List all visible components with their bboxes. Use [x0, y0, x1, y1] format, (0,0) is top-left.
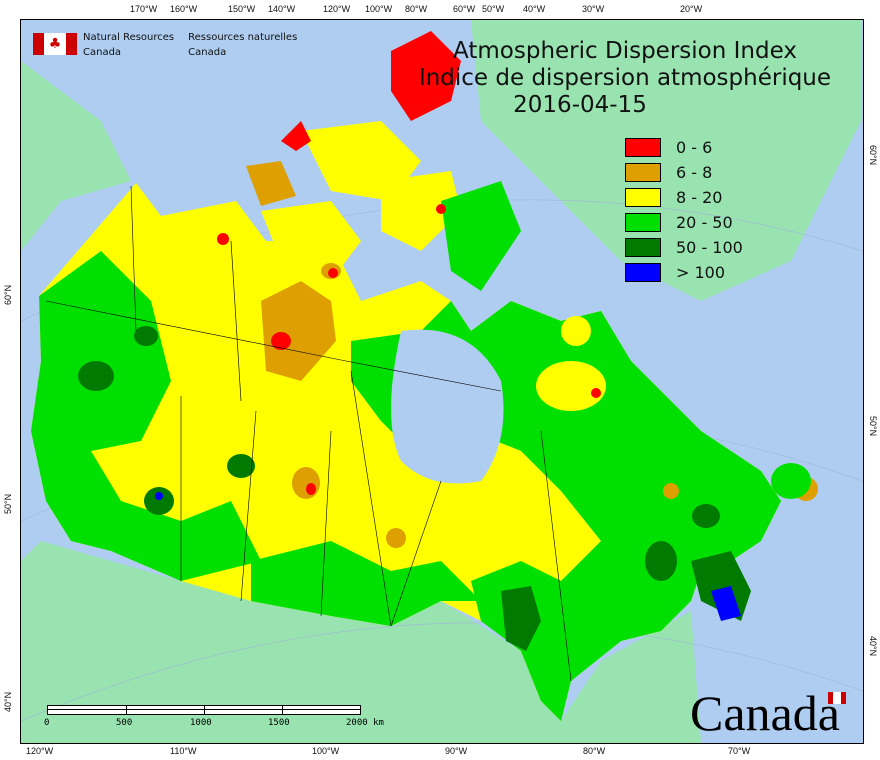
- lat-label: 60°N: [868, 145, 878, 166]
- map-frame: [20, 19, 864, 744]
- map-canvas: [21, 20, 863, 743]
- legend-swatch: [625, 263, 661, 282]
- map-title: Atmospheric Dispersion Index Indice de d…: [400, 38, 850, 119]
- province-borders: [45, 185, 572, 682]
- title-fr: Indice de dispersion atmosphérique: [418, 65, 832, 91]
- agency-en: Natural Resources: [83, 32, 175, 43]
- lat-label: 40°N: [868, 636, 878, 657]
- legend-label: 0 - 6: [676, 138, 713, 157]
- legend-label: 50 - 100: [676, 238, 743, 257]
- legend-label: > 100: [676, 263, 726, 282]
- lon-label: 150°W: [228, 4, 256, 14]
- legend-label: 20 - 50: [676, 213, 733, 232]
- scale-label: 1000: [190, 718, 212, 728]
- legend-item: > 100: [625, 260, 743, 285]
- agency-fr-2: Canada: [188, 47, 227, 58]
- foreign-land: [21, 20, 861, 743]
- hudson-bay: [391, 329, 504, 484]
- lon-label: 110°W: [170, 746, 197, 756]
- lon-label: 120°W: [323, 4, 351, 14]
- lon-label: 50°W: [482, 4, 505, 14]
- lat-label: 50°N: [3, 493, 13, 514]
- lon-label: 70°W: [728, 746, 751, 756]
- canada-index-field: [31, 31, 818, 721]
- legend: 0 - 6 6 - 8 8 - 20 20 - 50 50 - 100 > 100: [625, 135, 743, 285]
- lon-label: 80°W: [583, 746, 606, 756]
- legend-swatch: [625, 138, 661, 157]
- lon-label: 140°W: [268, 4, 296, 14]
- legend-item: 50 - 100: [625, 235, 743, 260]
- lon-label: 100°W: [312, 746, 340, 756]
- lon-label: 170°W: [130, 4, 158, 14]
- scale-bar: [47, 705, 361, 715]
- lon-label: 100°W: [365, 4, 393, 14]
- lon-label: 60°W: [453, 4, 476, 14]
- scale-label: 0: [44, 718, 50, 728]
- scale-label: 1500: [268, 718, 290, 728]
- lon-label: 120°W: [26, 746, 54, 756]
- canada-flag-icon: ♣: [33, 33, 77, 55]
- lon-label: 80°W: [405, 4, 428, 14]
- legend-swatch: [625, 163, 661, 182]
- legend-item: 20 - 50: [625, 210, 743, 235]
- title-en: Atmospheric Dispersion Index: [453, 38, 797, 64]
- map-date: 2016-04-15: [513, 92, 647, 118]
- lon-label: 90°W: [445, 746, 468, 756]
- nrcan-signature: ♣ Natural Resources Canada Ressources nat…: [33, 30, 297, 60]
- lat-label: 40°N: [3, 691, 13, 712]
- legend-label: 6 - 8: [676, 163, 713, 182]
- legend-swatch: [625, 213, 661, 232]
- legend-swatch: [625, 238, 661, 257]
- legend-item: 0 - 6: [625, 135, 743, 160]
- lon-label: 160°W: [170, 4, 198, 14]
- canada-wordmark: Canada: [690, 685, 840, 741]
- legend-label: 8 - 20: [676, 188, 723, 207]
- agency-en-2: Canada: [83, 47, 122, 58]
- lon-label: 40°W: [523, 4, 546, 14]
- lat-label: 50°N: [868, 416, 878, 437]
- lon-label: 30°W: [582, 4, 605, 14]
- scale-label: 2000 km: [346, 718, 384, 728]
- lon-label: 20°W: [680, 4, 703, 14]
- legend-item: 6 - 8: [625, 160, 743, 185]
- lat-label: 60°N: [3, 284, 13, 305]
- legend-swatch: [625, 188, 661, 207]
- scale-label: 500: [116, 718, 133, 728]
- legend-item: 8 - 20: [625, 185, 743, 210]
- wordmark-flag-icon: [828, 692, 846, 704]
- agency-fr: Ressources naturelles: [188, 32, 298, 43]
